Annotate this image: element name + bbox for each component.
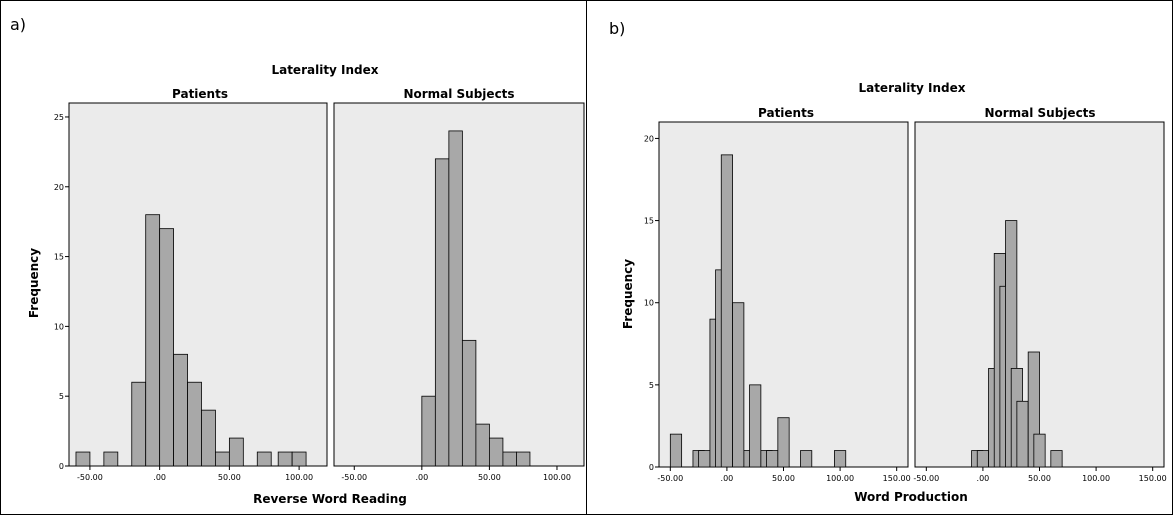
- panel-b-patients-xtick-label-0: -50.00: [657, 474, 683, 483]
- panel-a-patients-bar-6: [187, 381, 202, 467]
- panel-a-xlabel: Reverse Word Reading: [253, 492, 407, 506]
- panel-b-patients-plot-area: [658, 121, 909, 468]
- panel-b-patients-xtick-label-1: .00: [721, 474, 734, 483]
- panel-a-normal-xtick-label-0: -50.00: [341, 473, 367, 482]
- panel-a-patients-bar-3: [145, 214, 161, 467]
- panel-a-facet-patients-label: Patients: [172, 87, 228, 101]
- panel-b-patients-bar-5: [720, 154, 733, 468]
- panel-b-normal-xtick-label-1: .00: [977, 474, 990, 483]
- panel-b-patients-bar-13: [834, 450, 847, 468]
- panel-b-xlabel: Word Production: [854, 490, 968, 504]
- panel-b-ytick-label-3: 15: [644, 217, 654, 226]
- panel-a-normal-bar-6: [502, 451, 517, 467]
- panel-a-normal-bar-2: [448, 130, 463, 467]
- panel-b-ytick-label-4: 20: [644, 134, 654, 143]
- panel-a-patients-bar-8: [215, 451, 230, 467]
- panel-a-ytick-label-0: 0: [59, 462, 64, 471]
- panel-b-normal-bar-7: [1016, 400, 1029, 468]
- panel-b-normal-xtick-label-2: 50.00: [1028, 474, 1051, 483]
- panel-a-ylabel: Frequency: [27, 248, 41, 318]
- panel-a-ytick-label-3: 15: [54, 253, 64, 262]
- panel-b-title: Laterality Index: [858, 81, 965, 95]
- panel-b-normal-xtick-label-0: -50.00: [913, 474, 939, 483]
- panel-b-facet-patients-label: Patients: [758, 106, 814, 120]
- panel-a-letter: a): [10, 15, 26, 34]
- panel-a-title: Laterality Index: [271, 63, 378, 77]
- panel-a-facet-normal-label: Normal Subjects: [403, 87, 514, 101]
- panel-a-ytick-label-5: 25: [54, 113, 64, 122]
- panel-a-patients-bar-4: [159, 228, 174, 467]
- panel-a-patients-bar-0: [75, 451, 91, 467]
- panel-b-patients-xtick-label-3: 100.00: [826, 474, 854, 483]
- panel-a-normal-xtick-label-1: .00: [415, 473, 428, 482]
- panel-b-patients-bar-8: [749, 384, 762, 468]
- panel-a-ytick-label-2: 10: [54, 322, 64, 331]
- panel-b-ytick-label-2: 10: [644, 299, 654, 308]
- panel-b-patients-bar-6: [732, 302, 745, 468]
- panel-a-normal-bar-7: [516, 451, 531, 467]
- panel-b-ytick-label-0: 0: [649, 463, 654, 472]
- panel-a-patients-bar-12: [291, 451, 307, 467]
- panel-a-ytick-label-4: 20: [54, 183, 64, 192]
- panel-a-normal-bar-0: [421, 395, 436, 467]
- panel-a-patients-bar-1: [103, 451, 119, 467]
- panel-a-patients-bar-9: [228, 437, 244, 467]
- panel-a-patients-bar-5: [173, 353, 188, 467]
- panel-a-patients-bar-2: [131, 381, 147, 467]
- panel-a-patients-bar-10: [256, 451, 272, 467]
- panel-b-patients-xtick-label-2: 50.00: [772, 474, 795, 483]
- panel-b-patients-bar-12: [800, 450, 813, 468]
- panel-a-normal-bar-5: [489, 437, 504, 467]
- panel-a-normal-bar-4: [475, 423, 490, 467]
- panel-a-patients-bar-11: [277, 451, 293, 467]
- panel-a-normal-xtick-label-3: 100.00: [543, 473, 571, 482]
- panel-b-letter: b): [609, 19, 625, 38]
- panel-a-patients-bar-7: [201, 409, 216, 467]
- panel-b-normal-xtick-label-4: 150.00: [1139, 474, 1167, 483]
- panel-a-patients-xtick-label-0: -50.00: [77, 473, 103, 482]
- panel-b-patients-bar-11: [777, 417, 790, 468]
- panel-b-patients-bar-2: [698, 450, 711, 468]
- panel-b-normal-bar-9: [1033, 433, 1046, 468]
- panel-a-ytick-label-1: 5: [59, 392, 64, 401]
- panel-a-normal-bar-1: [434, 158, 450, 467]
- panel-b-normal-bar-10: [1050, 450, 1063, 468]
- panel-a-normal-xtick-label-2: 50.00: [478, 473, 501, 482]
- panel-a-patients-xtick-label-1: .00: [153, 473, 166, 482]
- panel-a-patients-xtick-label-2: 50.00: [218, 473, 241, 482]
- panel-b-patients-bar-10: [766, 450, 779, 468]
- panel-b-normal-xtick-label-3: 100.00: [1082, 474, 1110, 483]
- panel-b-patients-xtick-label-4: 150.00: [883, 474, 911, 483]
- panel-b-ytick-label-1: 5: [649, 381, 654, 390]
- panel-a-patients-xtick-label-3: 100.00: [285, 473, 313, 482]
- panel-b-normal-bar-1: [976, 450, 989, 468]
- panel-b-patients-bar-0: [669, 433, 683, 468]
- panel-b-facet-normal-label: Normal Subjects: [984, 106, 1095, 120]
- panel-a-normal-bar-3: [461, 339, 477, 467]
- panel-b-ylabel: Frequency: [621, 259, 635, 329]
